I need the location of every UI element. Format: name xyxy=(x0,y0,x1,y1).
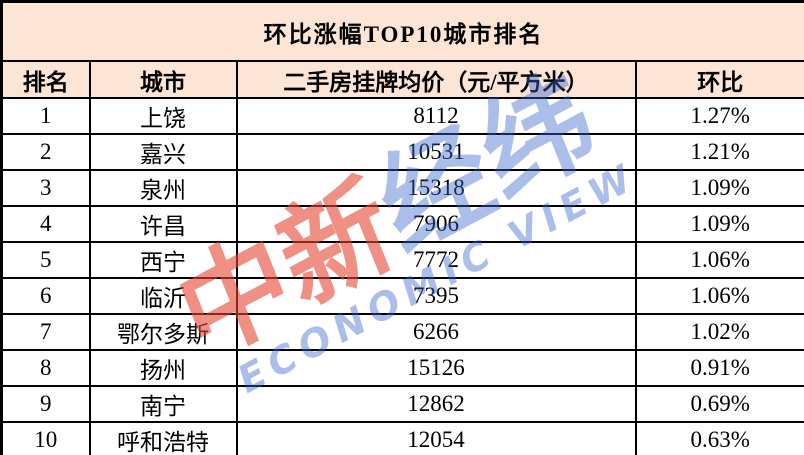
table-row: 1 上饶 8112 1.27% xyxy=(0,97,804,135)
mom-cell: 0.69% xyxy=(634,385,804,423)
price-cell: 7906 xyxy=(235,205,637,243)
rank-cell: 4 xyxy=(0,205,91,243)
price-cell: 10531 xyxy=(235,133,637,171)
page-title: 环比涨幅TOP10城市排名 xyxy=(0,0,804,62)
city-cell: 临沂 xyxy=(88,277,238,315)
city-cell: 许昌 xyxy=(88,205,238,243)
mom-cell: 1.02% xyxy=(634,313,804,351)
city-cell: 西宁 xyxy=(88,241,238,279)
city-cell: 扬州 xyxy=(88,349,238,387)
mom-cell: 1.27% xyxy=(634,97,804,135)
price-cell: 7772 xyxy=(235,241,637,279)
rank-cell: 6 xyxy=(0,277,91,315)
column-header-city: 城市 xyxy=(88,60,238,99)
price-cell: 15318 xyxy=(235,169,637,207)
mom-cell: 1.06% xyxy=(634,277,804,315)
rank-cell: 5 xyxy=(0,241,91,279)
mom-cell: 1.09% xyxy=(634,205,804,243)
rank-cell: 2 xyxy=(0,133,91,171)
mom-cell: 1.06% xyxy=(634,241,804,279)
rank-cell: 7 xyxy=(0,313,91,351)
mom-cell: 0.91% xyxy=(634,349,804,387)
rank-cell: 3 xyxy=(0,169,91,207)
city-cell: 上饶 xyxy=(88,97,238,135)
column-header-rank: 排名 xyxy=(0,60,91,99)
column-header-price: 二手房挂牌均价（元/平方米） xyxy=(235,60,637,99)
table-row: 3 泉州 15318 1.09% xyxy=(0,169,804,207)
price-cell: 12862 xyxy=(235,385,637,423)
city-cell: 嘉兴 xyxy=(88,133,238,171)
table-row: 4 许昌 7906 1.09% xyxy=(0,205,804,243)
table-row: 5 西宁 7772 1.06% xyxy=(0,241,804,279)
table-row: 10 呼和浩特 12054 0.63% xyxy=(0,421,804,455)
city-cell: 南宁 xyxy=(88,385,238,423)
city-cell: 泉州 xyxy=(88,169,238,207)
price-cell: 6266 xyxy=(235,313,637,351)
rank-cell: 9 xyxy=(0,385,91,423)
price-cell: 15126 xyxy=(235,349,637,387)
city-cell: 鄂尔多斯 xyxy=(88,313,238,351)
price-cell: 7395 xyxy=(235,277,637,315)
mom-cell: 1.21% xyxy=(634,133,804,171)
price-cell: 8112 xyxy=(235,97,637,135)
table-row: 6 临沂 7395 1.06% xyxy=(0,277,804,315)
header-row: 排名 城市 二手房挂牌均价（元/平方米） 环比 xyxy=(0,60,804,99)
table-row: 8 扬州 15126 0.91% xyxy=(0,349,804,387)
table-row: 2 嘉兴 10531 1.21% xyxy=(0,133,804,171)
mom-cell: 0.63% xyxy=(634,421,804,455)
title-row: 环比涨幅TOP10城市排名 xyxy=(0,0,804,62)
mom-cell: 1.09% xyxy=(634,169,804,207)
table-row: 9 南宁 12862 0.69% xyxy=(0,385,804,423)
city-cell: 呼和浩特 xyxy=(88,421,238,455)
rank-cell: 10 xyxy=(0,421,91,455)
rank-cell: 1 xyxy=(0,97,91,135)
rank-cell: 8 xyxy=(0,349,91,387)
price-cell: 12054 xyxy=(235,421,637,455)
column-header-mom: 环比 xyxy=(634,60,804,99)
table-row: 7 鄂尔多斯 6266 1.02% xyxy=(0,313,804,351)
